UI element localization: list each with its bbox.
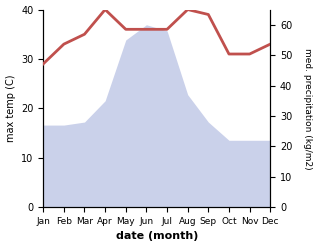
Y-axis label: med. precipitation (kg/m2): med. precipitation (kg/m2) — [303, 48, 313, 169]
X-axis label: date (month): date (month) — [115, 231, 198, 242]
Y-axis label: max temp (C): max temp (C) — [5, 75, 16, 142]
